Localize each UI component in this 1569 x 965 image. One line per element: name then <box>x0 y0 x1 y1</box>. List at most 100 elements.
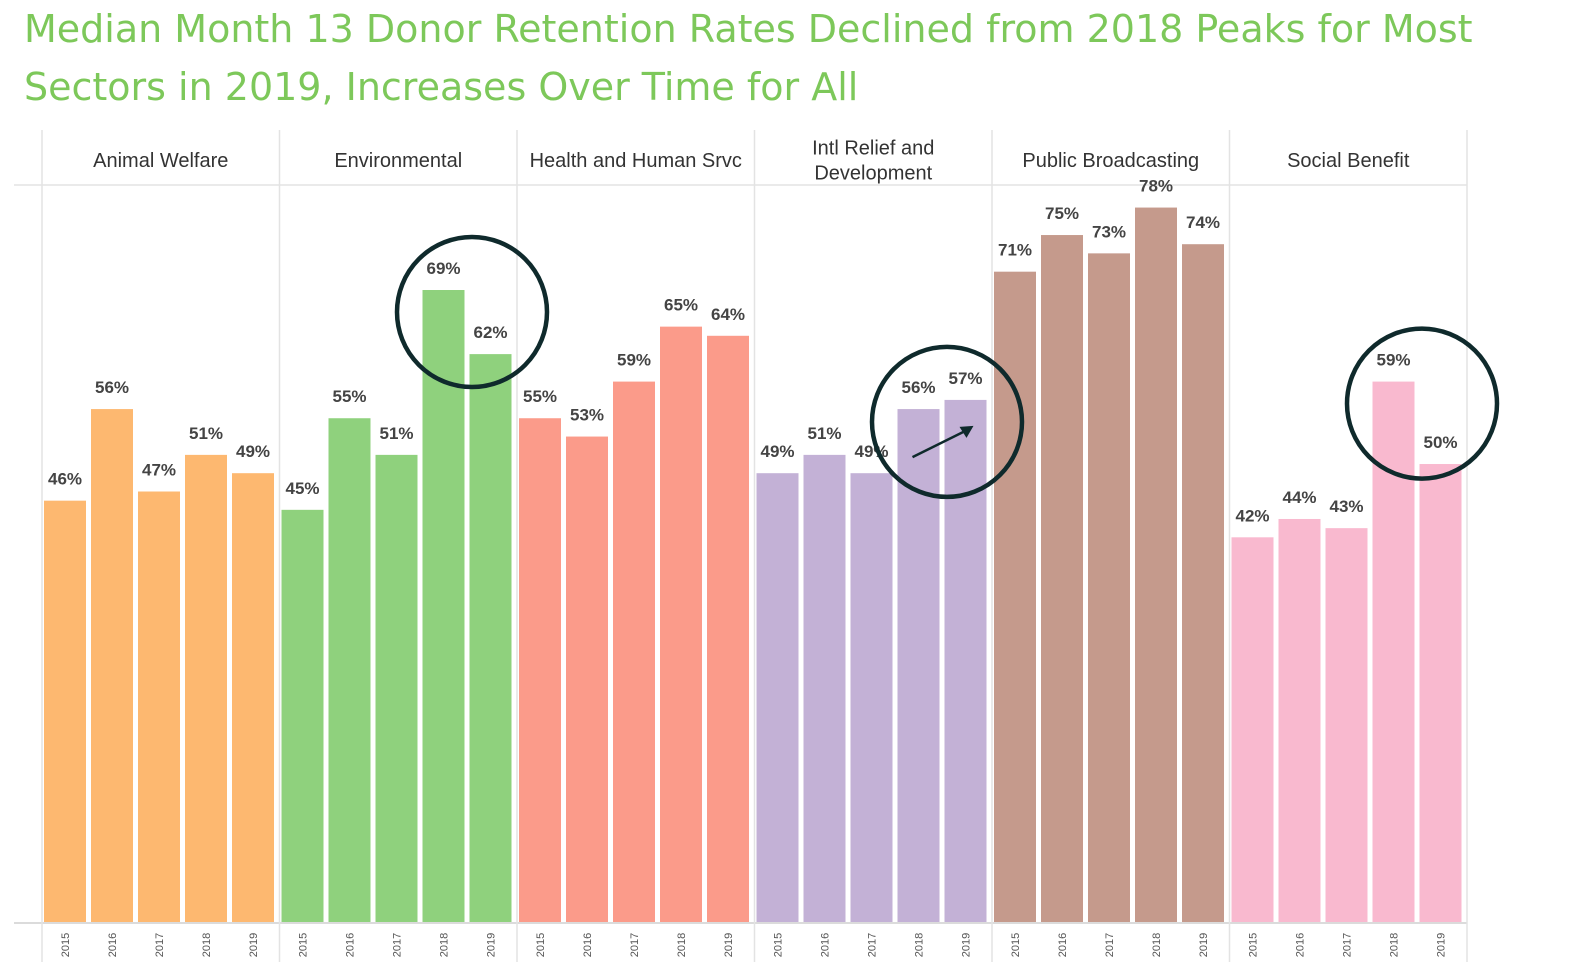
bar-intl-relief-and-development-2017 <box>850 473 893 922</box>
bar-environmental-2015 <box>281 509 324 922</box>
data-label-environmental-2018: 69% <box>426 259 460 278</box>
data-label-environmental-2019: 62% <box>473 323 507 342</box>
x-tick-label-intl-relief-and-development-2018: 2018 <box>914 933 926 957</box>
x-tick-label-public-broadcasting-2018: 2018 <box>1151 933 1163 957</box>
x-tick-label-social-benefit-2018: 2018 <box>1389 933 1401 957</box>
bar-environmental-2016 <box>328 418 371 922</box>
data-label-public-broadcasting-2017: 73% <box>1092 222 1126 241</box>
bar-intl-relief-and-development-2018 <box>897 409 940 922</box>
data-label-public-broadcasting-2016: 75% <box>1045 204 1079 223</box>
x-tick-label-health-and-human-srvc-2018: 2018 <box>676 933 688 957</box>
data-label-intl-relief-and-development-2019: 57% <box>948 369 982 388</box>
panel-header-social-benefit: Social Benefit <box>1287 150 1410 172</box>
data-label-intl-relief-and-development-2016: 51% <box>807 424 841 443</box>
x-tick-label-health-and-human-srvc-2015: 2015 <box>535 933 547 957</box>
bar-social-benefit-2015 <box>1231 537 1274 922</box>
panel-header-animal-welfare: Animal Welfare <box>93 150 228 172</box>
x-tick-label-animal-welfare-2019: 2019 <box>248 933 260 957</box>
annotation-arrow-shaft <box>911 428 969 459</box>
data-label-health-and-human-srvc-2019: 64% <box>711 305 745 324</box>
x-tick-label-public-broadcasting-2015: 2015 <box>1010 933 1022 957</box>
x-tick-label-public-broadcasting-2017: 2017 <box>1104 933 1116 957</box>
data-label-public-broadcasting-2019: 74% <box>1186 213 1220 232</box>
bar-animal-welfare-2017 <box>138 491 180 922</box>
bar-intl-relief-and-development-2015 <box>756 473 799 922</box>
x-tick-label-health-and-human-srvc-2017: 2017 <box>629 933 641 957</box>
bar-intl-relief-and-development-2019 <box>944 399 987 922</box>
x-tick-label-intl-relief-and-development-2016: 2016 <box>820 933 832 957</box>
data-label-environmental-2015: 45% <box>285 479 319 498</box>
chart-title-line-1: Median Month 13 Donor Retention Rates De… <box>24 7 1473 51</box>
bar-environmental-2019 <box>469 354 512 922</box>
bar-environmental-2018 <box>422 290 465 922</box>
x-tick-label-public-broadcasting-2016: 2016 <box>1057 933 1069 957</box>
bar-public-broadcasting-2018 <box>1135 207 1177 923</box>
bar-animal-welfare-2018 <box>185 454 227 922</box>
data-label-intl-relief-and-development-2015: 49% <box>760 442 794 461</box>
x-tick-label-environmental-2016: 2016 <box>345 933 357 957</box>
x-tick-label-animal-welfare-2015: 2015 <box>60 933 72 957</box>
bar-health-and-human-srvc-2019 <box>707 335 749 922</box>
annotation-circle-social-benefit <box>1344 326 1500 481</box>
x-tick-label-health-and-human-srvc-2016: 2016 <box>582 933 594 957</box>
data-label-public-broadcasting-2015: 71% <box>998 241 1032 260</box>
bar-social-benefit-2019 <box>1419 464 1462 922</box>
data-label-environmental-2017: 51% <box>379 424 413 443</box>
data-label-health-and-human-srvc-2015: 55% <box>523 387 557 406</box>
bar-health-and-human-srvc-2016 <box>566 436 608 922</box>
bar-public-broadcasting-2019 <box>1182 244 1224 923</box>
data-label-animal-welfare-2015: 46% <box>48 470 82 489</box>
data-label-health-and-human-srvc-2016: 53% <box>570 406 604 425</box>
panel-header-intl-relief-and-development-line-1: Intl Relief and <box>812 138 934 160</box>
panel-header-environmental: Environmental <box>334 150 462 172</box>
bar-animal-welfare-2016 <box>91 409 133 922</box>
x-tick-label-environmental-2015: 2015 <box>298 933 310 957</box>
bar-social-benefit-2017 <box>1325 528 1368 922</box>
data-label-intl-relief-and-development-2018: 56% <box>901 378 935 397</box>
x-tick-label-environmental-2017: 2017 <box>392 933 404 957</box>
data-label-social-benefit-2016: 44% <box>1282 488 1316 507</box>
annotation-circle-environmental <box>394 234 550 390</box>
x-tick-label-animal-welfare-2018: 2018 <box>201 933 213 957</box>
chart-title: Median Month 13 Donor Retention Rates De… <box>24 0 1524 116</box>
data-label-animal-welfare-2016: 56% <box>95 378 129 397</box>
x-tick-label-intl-relief-and-development-2015: 2015 <box>773 933 785 957</box>
data-label-animal-welfare-2018: 51% <box>189 424 223 443</box>
bar-animal-welfare-2015 <box>44 500 86 922</box>
x-tick-label-health-and-human-srvc-2019: 2019 <box>723 933 735 957</box>
data-label-social-benefit-2015: 42% <box>1235 506 1269 525</box>
data-label-public-broadcasting-2018: 78% <box>1139 177 1173 196</box>
annotation-circle-intl-relief-and-development <box>869 344 1025 500</box>
annotation-arrow-head <box>959 425 974 438</box>
bar-public-broadcasting-2017 <box>1088 253 1130 923</box>
bar-health-and-human-srvc-2017 <box>613 381 655 922</box>
x-tick-label-intl-relief-and-development-2017: 2017 <box>867 933 879 957</box>
bar-public-broadcasting-2015 <box>994 271 1036 922</box>
x-tick-label-social-benefit-2019: 2019 <box>1436 933 1448 957</box>
data-label-social-benefit-2017: 43% <box>1329 497 1363 516</box>
panel-header-intl-relief-and-development-line-2: Development <box>814 163 932 185</box>
x-tick-label-intl-relief-and-development-2019: 2019 <box>961 933 973 957</box>
x-tick-label-environmental-2018: 2018 <box>439 933 451 957</box>
data-label-animal-welfare-2017: 47% <box>142 461 176 480</box>
chart-title-line-2: Sectors in 2019, Increases Over Time for… <box>24 65 859 109</box>
x-tick-label-social-benefit-2017: 2017 <box>1342 933 1354 957</box>
x-tick-label-social-benefit-2016: 2016 <box>1295 933 1307 957</box>
bar-health-and-human-srvc-2015 <box>519 418 561 922</box>
panel-header-public-broadcasting: Public Broadcasting <box>1022 150 1199 172</box>
bar-animal-welfare-2019 <box>232 473 274 922</box>
bar-health-and-human-srvc-2018 <box>660 326 702 922</box>
data-label-social-benefit-2019: 50% <box>1423 433 1457 452</box>
x-tick-label-animal-welfare-2017: 2017 <box>154 933 166 957</box>
data-label-environmental-2016: 55% <box>332 387 366 406</box>
bar-intl-relief-and-development-2016 <box>803 454 846 922</box>
panel-header-health-and-human-srvc: Health and Human Srvc <box>530 150 742 172</box>
x-tick-label-environmental-2019: 2019 <box>486 933 498 957</box>
x-tick-label-social-benefit-2015: 2015 <box>1248 933 1260 957</box>
bar-environmental-2017 <box>375 454 418 922</box>
bar-social-benefit-2016 <box>1278 518 1321 922</box>
data-label-animal-welfare-2019: 49% <box>236 442 270 461</box>
data-label-health-and-human-srvc-2017: 59% <box>617 351 651 370</box>
data-label-social-benefit-2018: 59% <box>1376 351 1410 370</box>
